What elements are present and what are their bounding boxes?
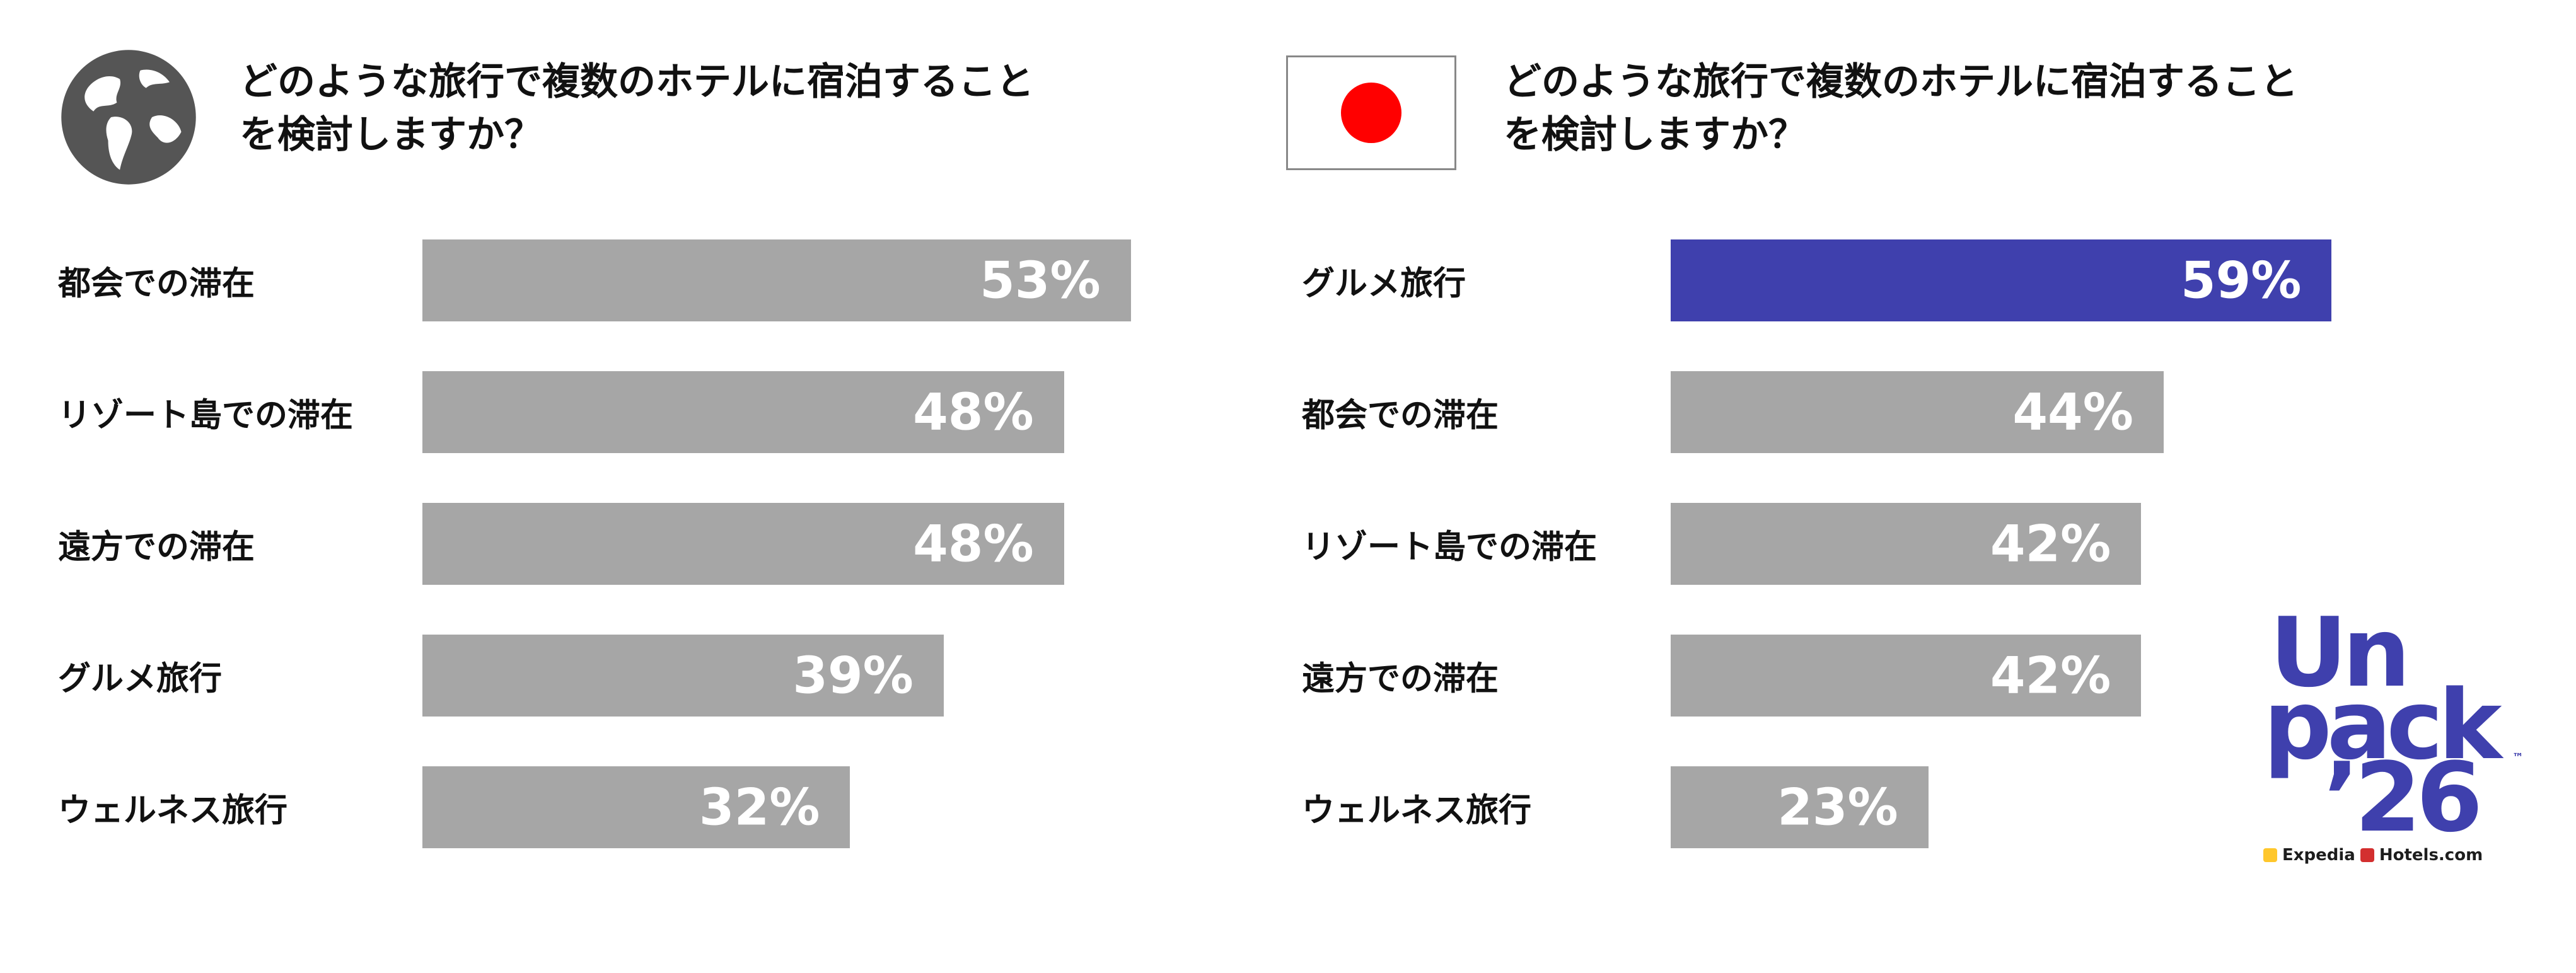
data-label: 32% <box>699 778 820 837</box>
data-label: 42% <box>1990 514 2111 573</box>
chart-panel-japan: どのような旅行で複数のホテルに宿泊すること を検討しますか？ グルメ旅行 59% 都… <box>1261 0 2576 973</box>
japan-flag-icon <box>1286 55 1456 170</box>
brand-expedia: Expedia <box>2282 846 2355 865</box>
data-label: 44% <box>2012 383 2133 442</box>
data-label: 59% <box>2180 251 2302 310</box>
category-label: グルメ旅行 <box>58 660 223 698</box>
logo-trademark: ™ <box>2512 751 2524 764</box>
data-label: 48% <box>913 514 1034 573</box>
bar: 42% <box>1671 503 2142 585</box>
bar-chart-global: 都会での滞在 53% リゾート島での滞在 48% 遠方での滞在 48% グルメ旅行 39% ウェ… <box>0 239 1261 870</box>
chart-title: どのような旅行で複数のホテルに宿泊すること を検討しますか？ <box>240 55 1185 161</box>
hotels-mark-icon <box>2360 848 2374 862</box>
bar: 48% <box>422 371 1064 453</box>
bar-chart-japan: グルメ旅行 59% 都会での滞在 44% リゾート島での滞在 42% 遠方での滞在 42% ウェ… <box>1261 239 2576 870</box>
bar: 42% <box>1671 635 2142 717</box>
bar: 48% <box>422 503 1064 585</box>
category-label: 都会での滞在 <box>58 265 255 303</box>
chart-title-line-1: どのような旅行で複数のホテルに宿泊すること <box>240 60 1034 104</box>
category-label: 遠方での滞在 <box>58 528 255 567</box>
data-label: 48% <box>913 383 1034 442</box>
chart-title-line-1: どのような旅行で複数のホテルに宿泊すること <box>1504 60 2298 104</box>
expedia-mark-icon <box>2263 848 2277 862</box>
bar: 23% <box>1671 766 1929 848</box>
category-label: リゾート島での滞在 <box>1302 528 1598 567</box>
data-label: 42% <box>1990 646 2111 705</box>
globe-icon <box>55 44 202 190</box>
brand-hotels: Hotels.com <box>2379 846 2483 865</box>
logo-text-line-2: pack <box>2263 669 2502 781</box>
logo-text-line-3: ’26 <box>2323 742 2483 853</box>
logo-text-line-1: Un <box>2270 597 2411 708</box>
logo-brands: Expedia Hotels.com <box>2263 846 2483 865</box>
chart-title-line-2: を検討しますか？ <box>240 113 542 157</box>
bar: 32% <box>422 766 850 848</box>
bar: 39% <box>422 635 944 717</box>
chart-title-line-2: を検討しますか？ <box>1504 113 1806 157</box>
bar: 44% <box>1671 371 2164 453</box>
data-label: 53% <box>980 251 1101 310</box>
chart-title: どのような旅行で複数のホテルに宿泊すること を検討しますか？ <box>1504 55 2449 161</box>
chart-panel-global: どのような旅行で複数のホテルに宿泊すること を検討しますか？ 都会での滞在 53%… <box>0 0 1261 973</box>
category-label: 遠方での滞在 <box>1302 660 1499 698</box>
unpack-logo: Un pack ’26 ™ Expedia Hotels.com <box>2263 605 2528 870</box>
category-label: 都会での滞在 <box>1302 396 1499 435</box>
data-label: 39% <box>792 646 914 705</box>
bar: 59% <box>1671 239 2332 321</box>
data-label: 23% <box>1777 778 1898 837</box>
bar: 53% <box>422 239 1131 321</box>
category-label: ウェルネス旅行 <box>1302 792 1532 830</box>
category-label: グルメ旅行 <box>1302 265 1466 303</box>
category-label: リゾート島での滞在 <box>58 396 354 435</box>
category-label: ウェルネス旅行 <box>58 792 288 830</box>
